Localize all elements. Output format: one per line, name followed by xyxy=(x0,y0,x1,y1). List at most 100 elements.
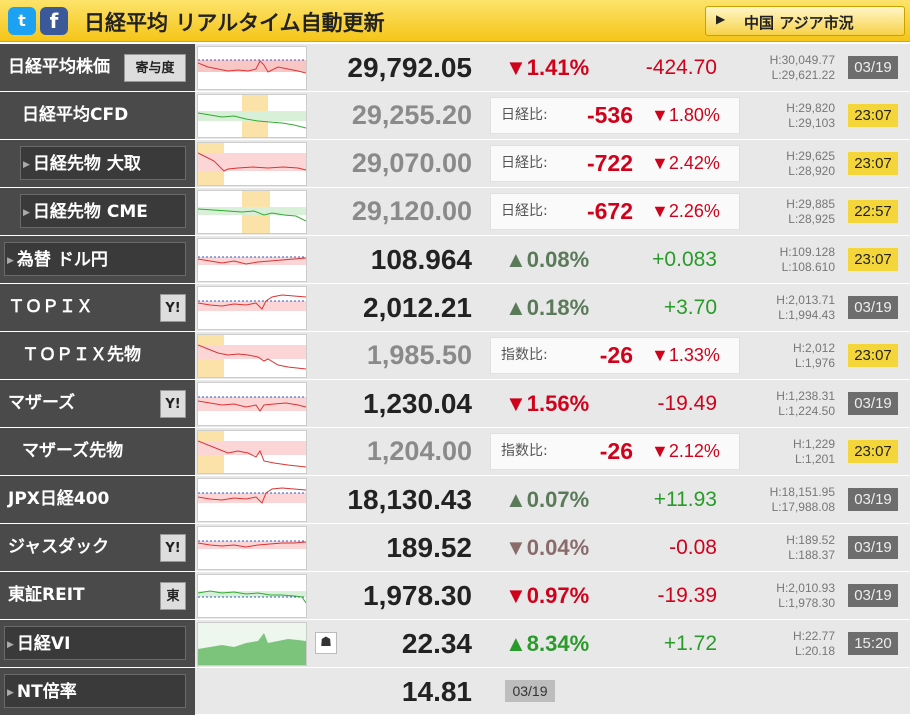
chart-svg xyxy=(198,431,306,473)
row-name[interactable]: 日経平均株価 xyxy=(8,57,110,77)
change-value: -424.70 xyxy=(645,56,717,79)
current-price: 108.964 xyxy=(370,244,472,275)
high-value: H:109.128 xyxy=(779,245,835,259)
change-percent: ▼0.04% xyxy=(505,535,590,560)
row-label-panel xyxy=(0,476,195,523)
chart-svg xyxy=(198,95,306,137)
current-price: 2,012.21 xyxy=(363,292,472,323)
facebook-icon[interactable]: f xyxy=(40,7,68,35)
market-row-jasdaq[interactable]: ジャスダック Y! 189.52 ▼0.04% -0.08 H:189.52 L:… xyxy=(0,524,910,572)
chart-svg xyxy=(198,487,306,504)
current-price: 29,070.00 xyxy=(351,148,472,178)
intraday-chart[interactable] xyxy=(197,190,307,234)
market-row-nikkei-cfd[interactable]: 日経平均CFD 29,255.20 日経比: -536 ▼1.80% H:29,… xyxy=(0,92,910,140)
intraday-chart[interactable] xyxy=(197,334,307,378)
current-price: 29,120.00 xyxy=(351,196,472,226)
market-row-nikkei225[interactable]: 日経平均株価 寄与度 29,792.05 ▼1.41% -424.70 H:30… xyxy=(0,44,910,92)
row-name[interactable]: JPX日経400 xyxy=(8,489,110,509)
timestamp-badge: 15:20 xyxy=(848,632,898,655)
row-name-button[interactable]: ▶ 日経先物 大取 xyxy=(20,146,186,180)
diff-value: -26 xyxy=(599,342,633,368)
row-name[interactable]: ＴＯＰＩＸ先物 xyxy=(22,345,141,365)
market-row-nikkei-vi[interactable]: ▶ 日経VI ☗ 22.34 ▲8.34% +1.72 H:22.77 L:20.1… xyxy=(0,620,910,668)
high-low: H:1,229 L:1,201 xyxy=(735,437,835,467)
row-name-button[interactable]: ▶ 日経先物 CME xyxy=(20,194,186,228)
diff-label: 日経比: xyxy=(501,203,548,219)
intraday-chart[interactable] xyxy=(197,526,307,570)
row-name[interactable]: ＴＯＰＩＸ xyxy=(8,297,93,317)
row-label-panel xyxy=(0,332,195,379)
low-value: L:1,978.30 xyxy=(778,596,835,610)
row-name-button[interactable]: ▶ 為替 ドル円 xyxy=(4,242,186,276)
row-name-button[interactable]: ▶ NT倍率 xyxy=(4,674,186,708)
yahoo-link-button[interactable]: Y! xyxy=(160,534,186,562)
high-value: H:30,049.77 xyxy=(769,53,835,67)
intraday-chart[interactable] xyxy=(197,478,307,522)
current-price: 29,255.20 xyxy=(351,100,472,130)
row-name[interactable]: マザーズ先物 xyxy=(22,441,124,461)
intraday-chart[interactable] xyxy=(197,622,307,666)
market-row-topix-futures[interactable]: ＴＯＰＩＸ先物 1,985.50 指数比: -26 ▼1.33% H:2,012… xyxy=(0,332,910,380)
low-value: L:1,994.43 xyxy=(778,308,835,322)
market-row-topix[interactable]: ＴＯＰＩＸ Y! 2,012.21 ▲0.18% +3.70 H:2,013.7… xyxy=(0,284,910,332)
change-value: +0.083 xyxy=(652,248,717,271)
market-row-usdjpy[interactable]: ▶ 為替 ドル円 108.964 ▲0.08% +0.083 H:109.128 L… xyxy=(0,236,910,284)
change-value: -19.49 xyxy=(657,392,717,415)
change-value: -19.39 xyxy=(657,584,717,607)
current-price: 18,130.43 xyxy=(347,484,472,515)
tse-link-button[interactable]: 東 xyxy=(160,582,186,610)
intraday-chart[interactable] xyxy=(197,574,307,618)
high-low: H:29,625 L:28,920 xyxy=(735,149,835,179)
high-low: H:30,049.77 L:29,621.22 xyxy=(735,53,835,83)
high-low: H:18,151.95 L:17,988.08 xyxy=(735,485,835,515)
low-value: L:17,988.08 xyxy=(771,500,835,514)
triangle-right-icon: ▶ xyxy=(7,640,14,650)
diff-label: 指数比: xyxy=(501,443,548,459)
yahoo-link-button[interactable]: Y! xyxy=(160,294,186,322)
row-name[interactable]: 東証REIT xyxy=(8,585,85,605)
change-value: -0.08 xyxy=(669,536,717,559)
row-name-button[interactable]: ▶ 日経VI xyxy=(4,626,186,660)
row-name[interactable]: 日経平均CFD xyxy=(22,105,129,125)
market-row-mothers[interactable]: マザーズ Y! 1,230.04 ▼1.56% -19.49 H:1,238.3… xyxy=(0,380,910,428)
yahoo-link-button[interactable]: Y! xyxy=(160,390,186,418)
row-name[interactable]: ジャスダック xyxy=(8,537,110,557)
row-name: 日経VI xyxy=(16,634,71,654)
ghost-icon[interactable]: ☗ xyxy=(315,632,337,654)
intraday-chart[interactable] xyxy=(197,430,307,474)
contribution-button[interactable]: 寄与度 xyxy=(124,54,186,82)
timestamp-badge: 23:07 xyxy=(848,344,898,367)
timestamp-badge: 03/19 xyxy=(848,296,898,319)
intraday-chart[interactable] xyxy=(197,238,307,282)
current-price: 29,792.05 xyxy=(347,52,472,83)
intraday-chart[interactable] xyxy=(197,46,307,90)
market-row-jpx400[interactable]: JPX日経400 18,130.43 ▲0.07% +11.93 H:18,15… xyxy=(0,476,910,524)
chart-svg xyxy=(198,294,306,311)
low-value: L:1,224.50 xyxy=(778,404,835,418)
change-percent: ▲0.08% xyxy=(505,247,590,272)
high-value: H:29,625 xyxy=(786,149,835,163)
low-value: L:29,103 xyxy=(788,116,835,130)
market-row-nt-ratio[interactable]: ▶ NT倍率 14.81 03/19 xyxy=(0,668,910,715)
row-name[interactable]: マザーズ xyxy=(8,393,76,413)
timestamp-badge: 03/19 xyxy=(505,680,555,702)
page-title: 日経平均 リアルタイム自動更新 xyxy=(84,11,385,35)
market-row-tse-reit[interactable]: 東証REIT 東 1,978.30 ▼0.97% -19.39 H:2,010.… xyxy=(0,572,910,620)
twitter-icon[interactable]: t xyxy=(8,7,36,35)
market-row-nikkei-futures-ose[interactable]: ▶ 日経先物 大取 29,070.00 日経比: -722 ▼2.42% H:29… xyxy=(0,140,910,188)
intraday-chart[interactable] xyxy=(197,142,307,186)
high-value: H:1,238.31 xyxy=(776,389,835,403)
intraday-chart[interactable] xyxy=(197,286,307,330)
intraday-chart[interactable] xyxy=(197,382,307,426)
high-low: H:2,012 L:1,976 xyxy=(735,341,835,371)
diff-percent: ▼1.33% xyxy=(651,345,720,365)
low-value: L:20.18 xyxy=(794,644,835,658)
asia-market-button[interactable]: ▶ 中国 アジア市況 xyxy=(705,6,905,36)
market-row-mothers-futures[interactable]: マザーズ先物 1,204.00 指数比: -26 ▼2.12% H:1,229 L… xyxy=(0,428,910,476)
diff-percent: ▼2.42% xyxy=(651,153,720,173)
change-value: +1.72 xyxy=(663,632,717,655)
high-low: H:22.77 L:20.18 xyxy=(735,629,835,659)
intraday-chart[interactable] xyxy=(197,94,307,138)
diff-percent: ▼2.12% xyxy=(651,441,720,461)
market-row-nikkei-futures-cme[interactable]: ▶ 日経先物 CME 29,120.00 日経比: -672 ▼2.26% H:2… xyxy=(0,188,910,236)
